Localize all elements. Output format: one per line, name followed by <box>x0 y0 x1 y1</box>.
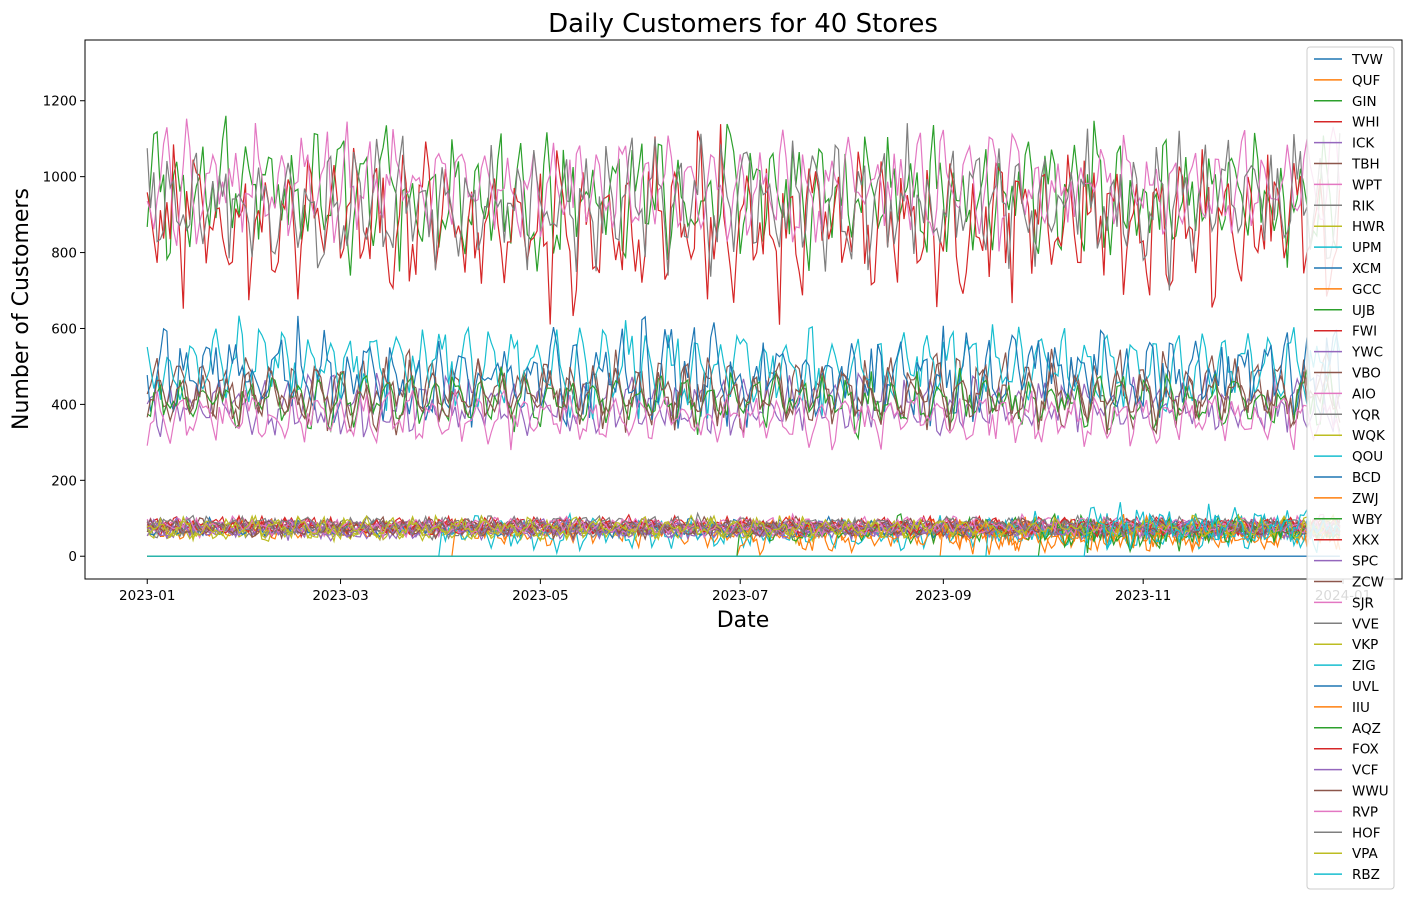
series-line-wpt <box>146 118 1341 252</box>
legend-label-wqk: WQK <box>1352 428 1386 444</box>
y-tick-label: 400 <box>51 397 77 413</box>
series-line-hof <box>146 511 1340 538</box>
legend-label-quf: QUF <box>1352 73 1380 89</box>
legend-label-tvw: TVW <box>1351 52 1383 68</box>
series-line-vcf <box>146 516 1341 540</box>
legend-label-rvp: RVP <box>1352 804 1378 820</box>
legend-label-fox: FOX <box>1352 742 1379 758</box>
legend-label-spc: SPC <box>1352 554 1378 570</box>
x-tick-label: 2023-07 <box>712 588 768 604</box>
legend-label-whi: WHI <box>1352 115 1379 131</box>
legend-label-bcd: BCD <box>1352 470 1381 486</box>
legend-label-xcm: XCM <box>1352 261 1381 277</box>
plot-frame <box>84 39 1403 580</box>
legend-label-ywc: YWC <box>1351 345 1383 361</box>
legend-label-rbz: RBZ <box>1352 867 1380 883</box>
legend-label-vbo: VBO <box>1352 366 1381 382</box>
series-line-fox <box>146 514 1341 538</box>
plot-lines <box>146 115 1341 557</box>
legend-label-zig: ZIG <box>1352 658 1376 674</box>
series-line-rvp <box>146 514 1341 541</box>
y-axis-label: Number of Customers <box>9 188 34 430</box>
legend-label-wby: WBY <box>1352 512 1383 528</box>
y-tick-label: 0 <box>68 549 77 565</box>
legend-label-vkp: VKP <box>1352 637 1378 653</box>
y-tick-label: 1200 <box>43 94 77 110</box>
legend-label-aqz: AQZ <box>1352 721 1381 737</box>
series-line-ick <box>146 371 1341 438</box>
series-line-aio <box>146 388 1341 451</box>
legend-label-gcc: GCC <box>1352 282 1381 298</box>
legend-label-uvl: UVL <box>1352 679 1379 695</box>
legend-label-yqr: YQR <box>1351 407 1380 423</box>
legend-label-fwi: FWI <box>1352 324 1377 340</box>
series-line-vpa <box>146 513 1341 540</box>
legend-label-wwu: WWU <box>1352 784 1389 800</box>
series-line-vbo <box>146 357 1341 436</box>
chart-title: Daily Customers for 40 Stores <box>548 9 938 39</box>
legend-box <box>1306 46 1395 890</box>
legend-label-xkx: XKX <box>1352 533 1379 549</box>
legend-label-vpa: VPA <box>1352 846 1379 862</box>
x-tick-label: 2023-03 <box>312 588 368 604</box>
legend-label-hof: HOF <box>1352 825 1381 841</box>
y-tick-label: 200 <box>51 473 77 489</box>
y-axis: 0 200 400 600 800 1000 1200 <box>43 94 85 565</box>
y-tick-label: 600 <box>51 321 77 337</box>
legend-label-rik: RIK <box>1352 198 1375 214</box>
x-tick-label: 2023-09 <box>915 588 971 604</box>
legend-label-sjr: SJR <box>1352 595 1374 611</box>
legend-label-qou: QOU <box>1352 449 1383 465</box>
legend-label-ick: ICK <box>1352 136 1375 152</box>
legend-label-zcw: ZCW <box>1352 575 1384 591</box>
legend-label-iiu: IIU <box>1352 700 1370 716</box>
legend-label-wpt: WPT <box>1352 177 1382 193</box>
x-tick-label: 2023-05 <box>512 588 568 604</box>
legend-label-zwj: ZWJ <box>1352 491 1379 507</box>
legend-label-vve: VVE <box>1352 616 1379 632</box>
y-tick-label: 800 <box>51 246 77 262</box>
legend-label-upm: UPM <box>1352 240 1382 256</box>
legend-label-vcf: VCF <box>1352 763 1378 779</box>
x-tick-label: 2023-11 <box>1115 588 1171 604</box>
legend: TVW QUF GIN WHI ICK TBH WPT RIK HWR UPM XCM GCC UJB F… <box>1306 46 1395 890</box>
legend-label-ujb: UJB <box>1352 303 1375 319</box>
legend-label-aio: AIO <box>1352 386 1376 402</box>
series-line-rik <box>146 123 1341 291</box>
series-line-gin <box>146 115 1341 276</box>
legend-label-tbh: TBH <box>1351 157 1380 173</box>
series-line-rbz <box>147 502 1341 557</box>
x-tick-label: 2023-01 <box>119 588 175 604</box>
x-axis-label: Date <box>717 608 770 633</box>
x-axis: 2023-01 2023-03 2023-05 2023-07 2023-09 2023-… <box>119 579 1371 604</box>
legend-label-hwr: HWR <box>1352 219 1385 235</box>
y-tick-label: 1000 <box>43 170 77 186</box>
legend-label-gin: GIN <box>1352 94 1377 110</box>
